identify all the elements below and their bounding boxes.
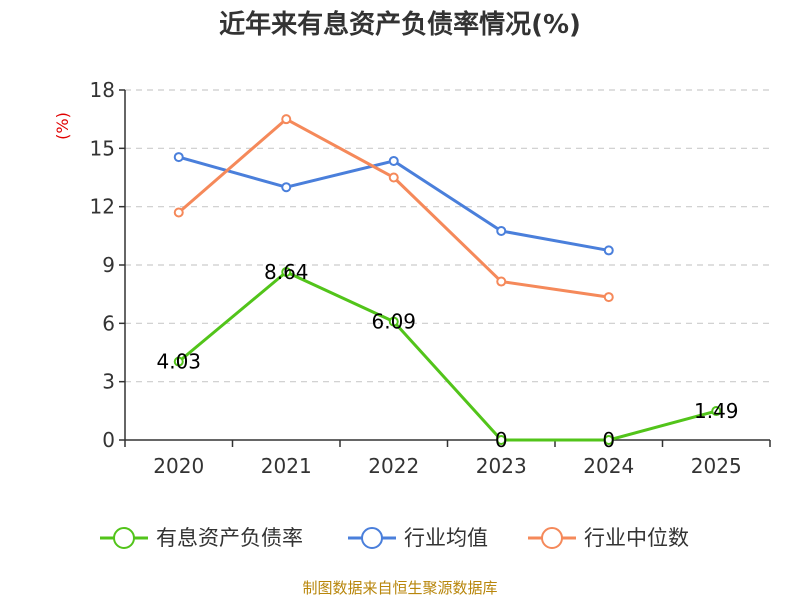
- data-point-series-2: [281, 182, 292, 193]
- legend[interactable]: 有息资产负债率 行业均值 行业中位数: [100, 526, 689, 550]
- legend-marker-icon: [541, 527, 563, 549]
- y-tick-label-12: 12: [90, 195, 115, 219]
- x-tick-label-2020: 2020: [153, 454, 204, 478]
- x-tick-label-2023: 2023: [476, 454, 527, 478]
- data-label-2024: 0: [602, 428, 615, 452]
- data-label-2022: 6.09: [371, 310, 416, 334]
- data-label-2021: 8.64: [264, 260, 309, 284]
- y-tick-label-6: 6: [102, 311, 115, 335]
- y-tick-label-3: 3: [102, 370, 115, 394]
- y-tick-label-0: 0: [102, 428, 115, 452]
- data-label-2023: 0: [495, 428, 508, 452]
- x-tick-label-2025: 2025: [691, 454, 742, 478]
- legend-item-1[interactable]: 有息资产负债率: [100, 526, 303, 550]
- y-tick-label-18: 18: [90, 78, 115, 102]
- chart-title: 近年来有息资产负债率情况(%): [219, 9, 581, 40]
- x-tick-label-2021: 2021: [261, 454, 312, 478]
- x-tick-label-2024: 2024: [583, 454, 634, 478]
- data-point-series-2: [173, 152, 184, 163]
- data-point-series-1: [496, 435, 507, 445]
- data-point-series-2: [388, 155, 399, 166]
- source-note: 制图数据来自恒生聚源数据库: [302, 579, 497, 597]
- series-line-3: [177, 117, 609, 299]
- y-axis-unit-label: (%): [53, 112, 72, 140]
- gridlines: [125, 89, 770, 383]
- data-point-series-3: [496, 276, 507, 287]
- legend-label: 行业中位数: [584, 526, 689, 550]
- data-point-series-3: [173, 207, 184, 218]
- legend-marker-icon: [113, 527, 135, 549]
- y-tick-label-9: 9: [102, 253, 115, 277]
- axes: 0 3 6 9 12 15 18 2020 2021 2022 2023 2024 2025: [90, 78, 771, 478]
- data-label-2020: 4.03: [156, 350, 201, 374]
- x-tick-label-2022: 2022: [368, 454, 419, 478]
- data-point-series-1: [281, 267, 292, 277]
- data-label-2025: 1.49: [694, 399, 739, 423]
- legend-label: 有息资产负债率: [156, 526, 303, 550]
- data-labels: 4.03 8.64 6.09 0 0 1.49: [156, 260, 738, 452]
- legend-label: 行业均值: [404, 526, 488, 550]
- legend-marker-icon: [361, 527, 383, 549]
- legend-item-2[interactable]: 行业均值: [348, 526, 488, 550]
- data-point-series-3: [603, 292, 614, 303]
- data-point-series-3: [281, 114, 292, 125]
- data-point-series-1: [388, 316, 399, 327]
- data-point-series-1: [173, 356, 184, 367]
- series-lines: [173, 114, 722, 445]
- data-point-series-2: [496, 225, 507, 236]
- data-point-series-1: [711, 406, 722, 417]
- y-tick-label-15: 15: [90, 136, 115, 160]
- data-point-series-2: [603, 245, 614, 256]
- legend-item-3[interactable]: 行业中位数: [528, 526, 689, 550]
- series-line-1: [177, 270, 717, 442]
- data-point-series-3: [388, 172, 399, 183]
- data-point-series-1: [603, 435, 614, 445]
- series-line-2: [178, 155, 610, 252]
